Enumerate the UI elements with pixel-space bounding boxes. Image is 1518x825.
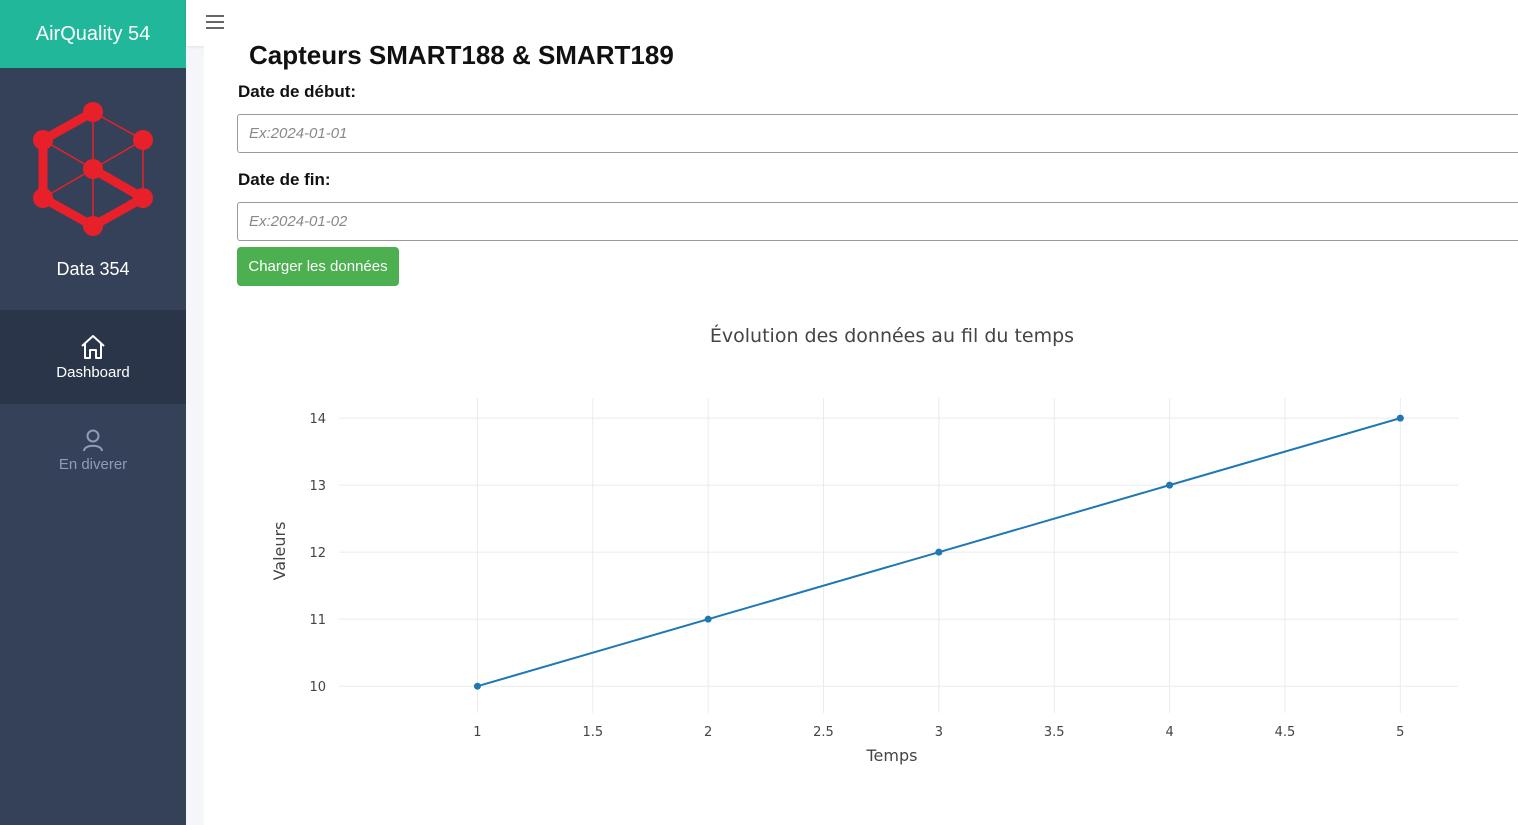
y-tick-label: 14 [309,412,326,427]
logo-name: Data 354 [56,259,130,279]
chart-ticks: 1 1.5 2 2.5 3 3.5 4 4.5 5 10 11 12 13 14 [309,412,1404,740]
start-date-input[interactable] [237,114,1518,153]
x-tick-label: 3.5 [1044,725,1065,740]
hamburger-icon[interactable] [206,14,224,30]
sidebar-item-label: En diverer [58,456,128,473]
load-data-button[interactable]: Charger les données [237,247,399,286]
x-tick-label: 4 [1165,725,1173,740]
y-tick-label: 13 [309,479,326,494]
x-tick-label: 1.5 [582,725,603,740]
home-icon [81,334,105,359]
data-point[interactable] [1166,481,1174,489]
data-point[interactable] [473,682,481,690]
x-axis-label: Temps [866,746,918,765]
x-tick-label: 1 [473,725,481,740]
sidebar-item-en-diverer[interactable]: En diverer [0,404,186,482]
sidebar: AirQuality 54 Data 354 Dashboard [0,0,186,825]
y-tick-label: 11 [309,613,326,628]
data-point[interactable] [935,548,943,556]
end-date-label: Date de fin: [238,170,331,189]
user-icon [83,429,103,452]
end-date-input[interactable] [237,202,1518,241]
x-tick-label: 2 [704,725,712,740]
logo-area: Data 354 [0,68,186,310]
x-tick-label: 2.5 [813,725,834,740]
logo-icon [33,102,153,236]
y-tick-label: 12 [309,546,326,561]
x-tick-label: 4.5 [1275,725,1296,740]
y-axis-label: Valeurs [270,522,289,581]
start-date-label: Date de début: [238,82,357,101]
chart-grid [339,398,1458,713]
top-bar [186,0,1518,46]
sidebar-item-label: Dashboard [56,363,130,381]
chart-points [473,414,1404,690]
data-point[interactable] [1396,414,1404,422]
chart-title: Évolution des données au fil du temps [710,324,1074,347]
y-tick-label: 10 [309,680,326,695]
data-point[interactable] [704,615,712,623]
x-tick-label: 5 [1396,725,1404,740]
main-content: Capteurs SMART188 & SMART189 Date de déb… [204,40,1518,825]
x-tick-label: 3 [935,725,943,740]
sidebar-item-dashboard[interactable]: Dashboard [0,310,186,404]
brand-title[interactable]: AirQuality 54 [0,0,186,68]
page-title: Capteurs SMART188 & SMART189 [249,40,674,70]
